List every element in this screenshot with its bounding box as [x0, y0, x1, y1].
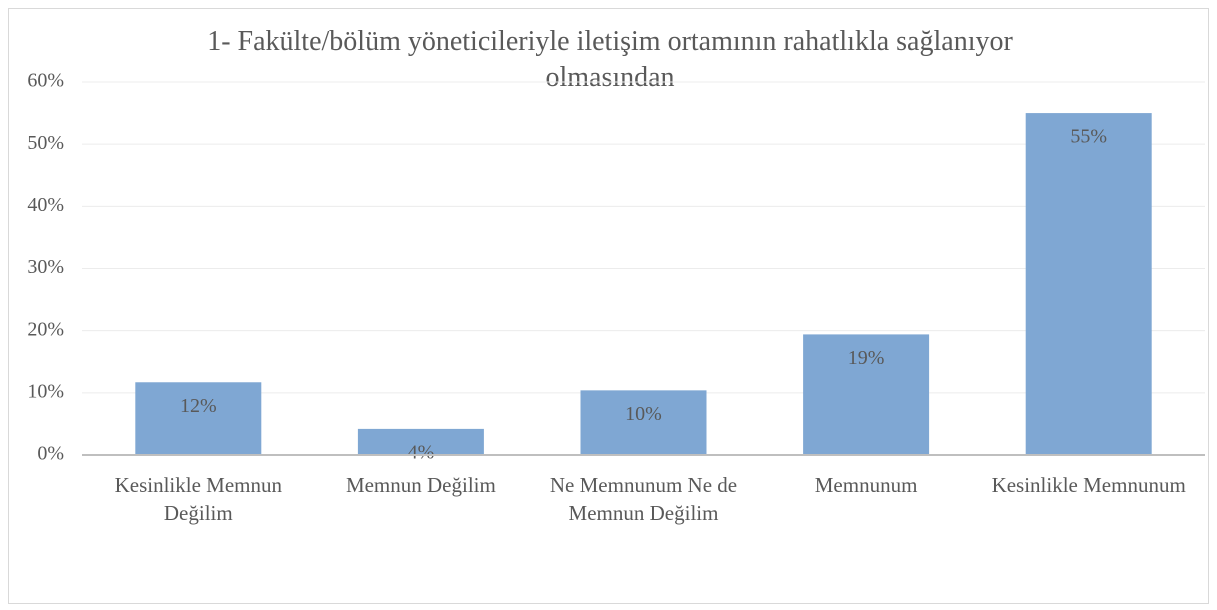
y-tick-label: 40%	[27, 194, 64, 216]
y-tick-label: 30%	[27, 256, 64, 278]
x-tick-box: Kesinlikle Memnunum	[991, 473, 1186, 497]
y-tick-label: 60%	[27, 70, 64, 92]
y-tick-label: 10%	[27, 380, 64, 402]
y-tick-label: 20%	[27, 318, 64, 340]
data-label: 19%	[848, 347, 885, 369]
y-tick-label: 50%	[27, 132, 64, 154]
bar	[357, 428, 484, 455]
data-label: 12%	[180, 395, 217, 417]
chart-title: 1- Fakülte/bölüm yöneticileriyle iletişi…	[207, 26, 1013, 93]
x-tick-box: Memnun Değilim	[345, 473, 496, 497]
data-label: 10%	[625, 403, 662, 425]
title-box: 1- Fakülte/bölüm yöneticileriyle iletişi…	[207, 26, 1013, 93]
x-tick-box: Memnunum	[814, 473, 918, 497]
bar	[1025, 113, 1152, 455]
bar	[135, 382, 262, 455]
data-label: 55%	[1070, 126, 1107, 148]
x-tick-label: Memnunum	[814, 473, 918, 497]
x-tick-box: Ne Memnunum Ne de Memnun Değilim	[549, 473, 738, 525]
chart-border	[8, 8, 1209, 604]
x-tick-label: Ne Memnunum Ne de Memnun Değilim	[549, 473, 738, 525]
bar	[803, 334, 930, 455]
x-tick-label: Kesinlikle Memnunum	[991, 473, 1186, 497]
x-tick-label: Kesinlikle Memnun Değilim	[114, 473, 282, 525]
data-label: 4%	[408, 441, 435, 463]
y-tick-label: 0%	[37, 443, 64, 465]
x-tick-label: Memnun Değilim	[345, 473, 496, 497]
x-tick-box: Kesinlikle Memnun Değilim	[114, 473, 282, 525]
bar	[580, 390, 707, 455]
